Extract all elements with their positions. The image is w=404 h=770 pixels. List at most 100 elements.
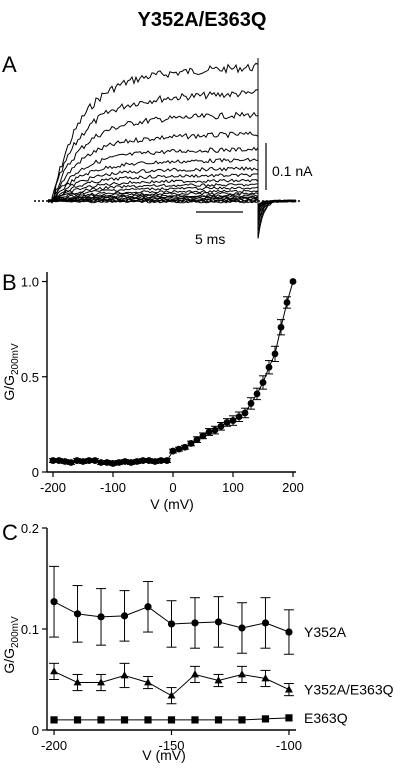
panel-c-xtick-label: -200 <box>41 738 67 753</box>
panel-b-point <box>133 458 141 465</box>
panel-b-point <box>271 350 279 358</box>
panel-c-point <box>120 612 129 620</box>
panel-c-ylabel-sub: 200mV <box>10 616 21 648</box>
panel-b-point <box>151 458 159 465</box>
panel-c-point <box>120 716 129 724</box>
panel-c-point <box>284 685 293 693</box>
panel-c-point <box>73 678 82 686</box>
panel-b-point <box>121 458 129 465</box>
current-trace <box>47 111 297 227</box>
current-trace <box>47 196 297 207</box>
panel-c-point <box>167 716 176 724</box>
panel-c-point <box>261 619 270 627</box>
panel-b-point <box>157 457 165 464</box>
panel-b-ytick-label: 1.0 <box>21 275 39 290</box>
current-trace <box>47 146 297 219</box>
panel-c-point <box>214 676 223 684</box>
panel-c-point <box>285 714 293 722</box>
panel-b-point <box>127 459 135 466</box>
panel-b-point <box>235 413 243 421</box>
panel-b-point <box>61 458 69 465</box>
panel-b-point <box>79 458 87 465</box>
panel-c-series-label: Y352A/E363Q <box>304 682 394 698</box>
panel-c-point <box>261 715 270 723</box>
panel-c-point <box>97 613 105 621</box>
panel-b-point <box>277 323 285 331</box>
current-trace <box>47 131 297 222</box>
panel-b-ytick-label: 0.5 <box>21 370 39 385</box>
panel-c-point <box>144 603 152 611</box>
panel-b-xlabel: V (mV) <box>150 496 194 512</box>
current-trace <box>47 62 297 239</box>
panel-b-point <box>229 417 237 424</box>
panel-c-point <box>167 691 176 699</box>
panel-b-point <box>259 379 267 386</box>
panel-c-label: C <box>2 520 18 545</box>
panel-c-point <box>214 716 223 724</box>
panel-b-point <box>253 390 261 398</box>
panel-b-ylabel-sub: 200mV <box>10 343 21 375</box>
panel-c-point <box>144 678 152 686</box>
panel-b-point <box>187 440 195 447</box>
panel-b-point <box>181 443 189 451</box>
panel-c-point <box>120 671 129 679</box>
panel-c-ytick-label: 0 <box>32 723 39 738</box>
panel-b-point <box>85 457 93 464</box>
current-trace <box>47 198 297 207</box>
panel-b-point <box>223 419 231 426</box>
panel-c-point <box>238 716 246 724</box>
panel-b-ylabel-main: G/G <box>1 375 17 401</box>
panel-c-xtick-label: -150 <box>158 738 184 753</box>
panel-c-point <box>50 716 58 724</box>
panel-c-point <box>191 670 199 678</box>
current-trace <box>47 178 297 212</box>
panel-c-point <box>261 674 270 682</box>
panel-b-xtick-label: 0 <box>169 480 176 495</box>
panel-c-point <box>167 620 176 628</box>
panel-b-xtick-label: 200 <box>282 480 304 495</box>
panel-c-point <box>238 670 246 678</box>
current-trace <box>47 185 297 210</box>
panel-c-point <box>50 667 59 675</box>
panel-c-point <box>191 619 199 627</box>
panel-b-point <box>289 278 297 285</box>
panel-b-point <box>205 428 213 436</box>
panel-b-point <box>211 426 219 434</box>
current-trace <box>47 173 297 212</box>
panel-b-point <box>241 409 249 417</box>
panel-c-point <box>285 628 293 636</box>
panel-c-point <box>238 624 246 632</box>
panel-c-xtick-label: -100 <box>276 738 302 753</box>
panel-c-point <box>191 716 199 724</box>
panel-b-point <box>169 447 177 455</box>
current-trace <box>47 157 297 216</box>
panel-b-point <box>73 457 81 464</box>
panel-c-point <box>97 716 105 724</box>
current-trace <box>47 199 297 206</box>
panel-c-ylabel: G/G200mV <box>1 616 21 674</box>
panel-b-xtick-label: 100 <box>222 480 244 495</box>
panel-c-point <box>50 598 58 606</box>
panel-b-point <box>247 400 255 407</box>
panel-b-point <box>217 422 225 430</box>
panel-a-label: A <box>2 52 17 77</box>
panel-b-xtick-label: -100 <box>100 480 126 495</box>
panel-c-point <box>144 716 152 724</box>
panel-b-point <box>49 457 57 464</box>
panel-c-ytick-label: 0.2 <box>21 521 39 536</box>
panel-b-point <box>265 363 273 371</box>
panel-b-point <box>67 459 75 466</box>
panel-b-point <box>115 459 123 466</box>
panel-c-point <box>73 716 82 724</box>
current-trace <box>48 183 297 211</box>
panel-b-point <box>109 460 117 467</box>
current-trace <box>47 199 297 206</box>
panel-b-connector <box>53 281 294 464</box>
panel-b-point <box>283 299 291 306</box>
conductance-voltage-plot: 0 0.5 1.0 -200 -100 0 100 200 <box>21 272 304 495</box>
current-trace <box>47 191 297 209</box>
panel-b-point <box>175 445 183 453</box>
panel-c-series-label: E363Q <box>304 710 348 726</box>
panel-b-point <box>199 432 207 440</box>
